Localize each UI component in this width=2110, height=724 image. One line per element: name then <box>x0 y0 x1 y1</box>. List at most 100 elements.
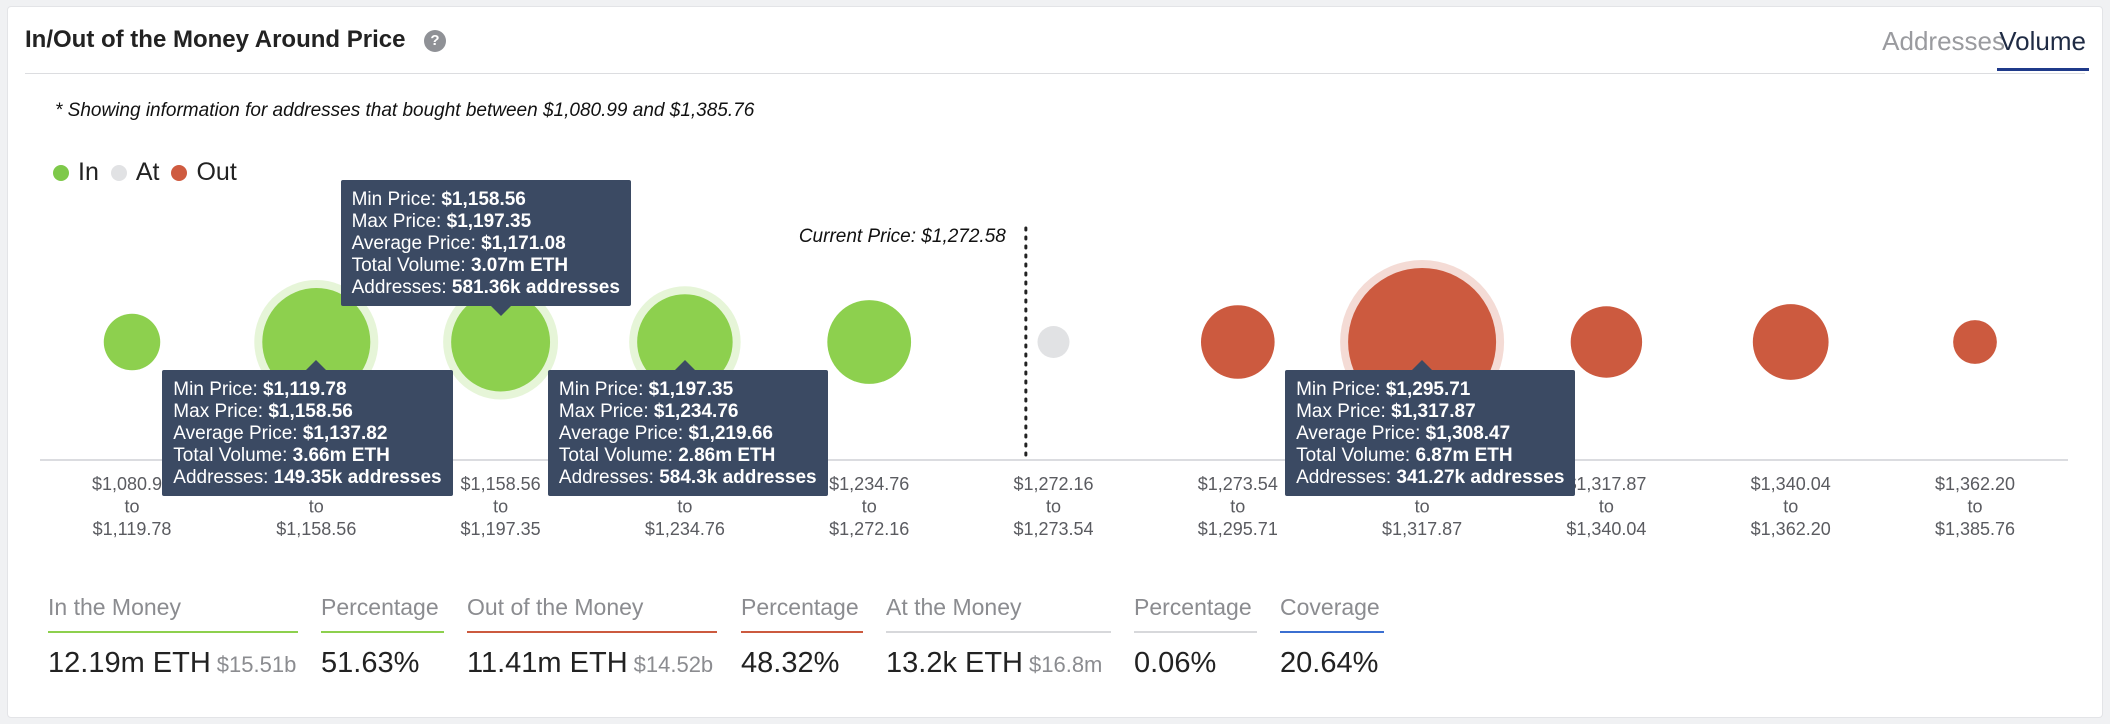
tooltip-row-value: 581.36k addresses <box>451 277 620 298</box>
tooltip-row-label: Total Volume: <box>173 445 293 466</box>
tab-addresses[interactable]: Addresses <box>1882 26 2005 56</box>
x-tick-label: $1,317.87 <box>1382 519 1462 539</box>
legend-label-out: Out <box>196 158 237 186</box>
summary-label: In the Money <box>48 594 181 620</box>
legend-dot-out <box>171 164 188 181</box>
summary-value: 11.41m ETH $14.52b <box>467 647 717 680</box>
tooltip-row-value: $1,308.47 <box>1425 423 1511 444</box>
tooltip: Min Price: $1,158.56 Max Price: $1,197.35… <box>340 180 631 316</box>
x-tick-label: $1,158.56 <box>461 474 541 494</box>
bubble-out[interactable] <box>1953 320 1997 364</box>
tooltip-row-label: Max Price: <box>173 401 269 422</box>
bubble-at[interactable] <box>1037 326 1070 358</box>
summary-label: Out of the Money <box>467 594 644 620</box>
tooltip-arrow <box>674 360 695 370</box>
x-tick-label: $1,385.76 <box>1935 519 2015 539</box>
bubble-in[interactable] <box>827 300 912 384</box>
legend-item-at[interactable]: At <box>110 158 160 187</box>
tooltip-row-label: Min Price: <box>558 379 649 400</box>
tooltip-row: Max Price: $1,158.56 <box>173 401 441 423</box>
tooltip-row: Total Volume: 3.66m ETH <box>173 445 441 467</box>
tooltip-row-value: $1,137.82 <box>302 423 388 444</box>
x-tick-label: to <box>1783 497 1798 517</box>
x-tick-label: $1,234.76 <box>829 474 909 494</box>
tooltip-arrow <box>1412 360 1433 370</box>
summary-label: Percentage <box>321 594 439 620</box>
tooltip: Min Price: $1,197.35 Max Price: $1,234.76… <box>547 360 828 496</box>
summary-underline <box>1280 631 1384 633</box>
tooltip-row-label: Max Price: <box>351 211 447 232</box>
tooltip-row-label: Addresses: <box>1296 467 1397 488</box>
x-tick-label: $1,234.76 <box>645 519 725 539</box>
legend-dot-in <box>53 164 69 181</box>
bubble-in[interactable] <box>637 294 733 390</box>
x-tick-label: $1,272.16 <box>1013 474 1093 494</box>
x-tick-label: $1,119.78 <box>93 519 172 539</box>
summary-label: Percentage <box>1134 594 1252 620</box>
tooltip-row: Max Price: $1,317.87 <box>1296 401 1564 423</box>
x-tick-label: $1,340.04 <box>1751 474 1831 494</box>
summary-value-usd: $14.52b <box>633 652 714 677</box>
tooltip-row: Addresses: 581.36k addresses <box>352 277 620 299</box>
summary-in-the-money: In the Money 12.19m ETH $15.51b <box>48 594 298 680</box>
x-tick-label: to <box>124 497 139 517</box>
active-tab-indicator <box>1997 68 2089 71</box>
bubble-in[interactable] <box>451 292 551 392</box>
bubble-out[interactable] <box>1570 306 1643 378</box>
bubble-out[interactable] <box>1752 304 1829 380</box>
x-tick-label: $1,295.71 <box>1198 519 1278 539</box>
tooltip-row-value: 3.07m ETH <box>470 255 569 276</box>
bubble-in[interactable] <box>103 313 161 371</box>
x-tick-label: to <box>1046 497 1061 517</box>
summary-label: At the Money <box>886 594 1022 620</box>
tooltip-row-value: 6.87m ETH <box>1415 445 1513 466</box>
bubble-in[interactable] <box>262 287 371 397</box>
tooltip-row: Average Price: $1,308.47 <box>1296 423 1564 445</box>
tooltip-row: Average Price: $1,219.66 <box>559 423 817 445</box>
tooltip-row: Min Price: $1,119.78 <box>173 379 441 401</box>
legend-item-in[interactable]: In <box>53 158 99 187</box>
summary-out-of-the-money: Out of the Money 11.41m ETH $14.52b <box>467 594 717 680</box>
tooltip-row-value: $1,197.35 <box>648 379 734 400</box>
tooltip-row-label: Min Price: <box>1296 379 1386 400</box>
question-circle-icon[interactable]: ? <box>424 30 446 52</box>
header-divider <box>25 73 2085 74</box>
summary-value-usd: $15.51b <box>216 652 297 677</box>
tooltip-arrow <box>306 360 327 370</box>
tooltip-row-value: 341.27k addresses <box>1396 467 1565 488</box>
tooltip-row-label: Max Price: <box>1296 401 1392 422</box>
x-tick-label: to <box>1230 497 1245 517</box>
legend-label-at: At <box>135 158 160 186</box>
x-tick-label: to <box>1967 497 1982 517</box>
summary-percentage: Percentage 51.63% <box>321 594 444 680</box>
x-tick-label: to <box>1599 497 1614 517</box>
legend-item-out[interactable]: Out <box>171 158 237 187</box>
tooltip-row-label: Total Volume: <box>1296 445 1416 466</box>
bubble-out[interactable] <box>1200 305 1275 379</box>
summary-value-main: 13.2k ETH <box>886 647 1023 679</box>
x-tick-label: $1,197.35 <box>461 519 541 539</box>
tooltip-row-value: 584.3k addresses <box>659 467 817 488</box>
x-tick-label: to <box>309 497 324 517</box>
tooltip-row: Addresses: 341.27k addresses <box>1296 467 1564 489</box>
x-tick-label: $1,340.04 <box>1566 519 1646 539</box>
summary-value-usd: $16.8m <box>1029 652 1103 677</box>
tooltip-row: Total Volume: 6.87m ETH <box>1296 445 1564 467</box>
x-tick-label: $1,317.87 <box>1566 474 1646 494</box>
tooltip-row: Addresses: 584.3k addresses <box>559 467 817 489</box>
tooltip-row: Min Price: $1,197.35 <box>559 379 817 401</box>
range-note: * Showing information for addresses that… <box>55 100 755 121</box>
tooltip-row-label: Addresses: <box>558 467 660 488</box>
tooltip-row: Min Price: $1,158.56 <box>352 189 620 211</box>
x-tick-label: $1,362.20 <box>1751 519 1831 539</box>
tooltip-row-label: Average Price: <box>351 233 482 254</box>
summary-underline <box>741 631 863 633</box>
tooltip-row-value: $1,219.66 <box>688 423 773 444</box>
tooltip-row-value: 2.86m ETH <box>678 445 776 466</box>
tooltip-row-value: $1,234.76 <box>653 401 739 422</box>
tooltip-row-label: Max Price: <box>558 401 654 422</box>
tooltip-row: Min Price: $1,295.71 <box>1296 379 1564 401</box>
summary-coverage: Coverage 20.64% <box>1280 594 1384 680</box>
tab-volume[interactable]: Volume <box>1999 26 2086 56</box>
tooltip-row-value: $1,317.87 <box>1391 401 1476 422</box>
